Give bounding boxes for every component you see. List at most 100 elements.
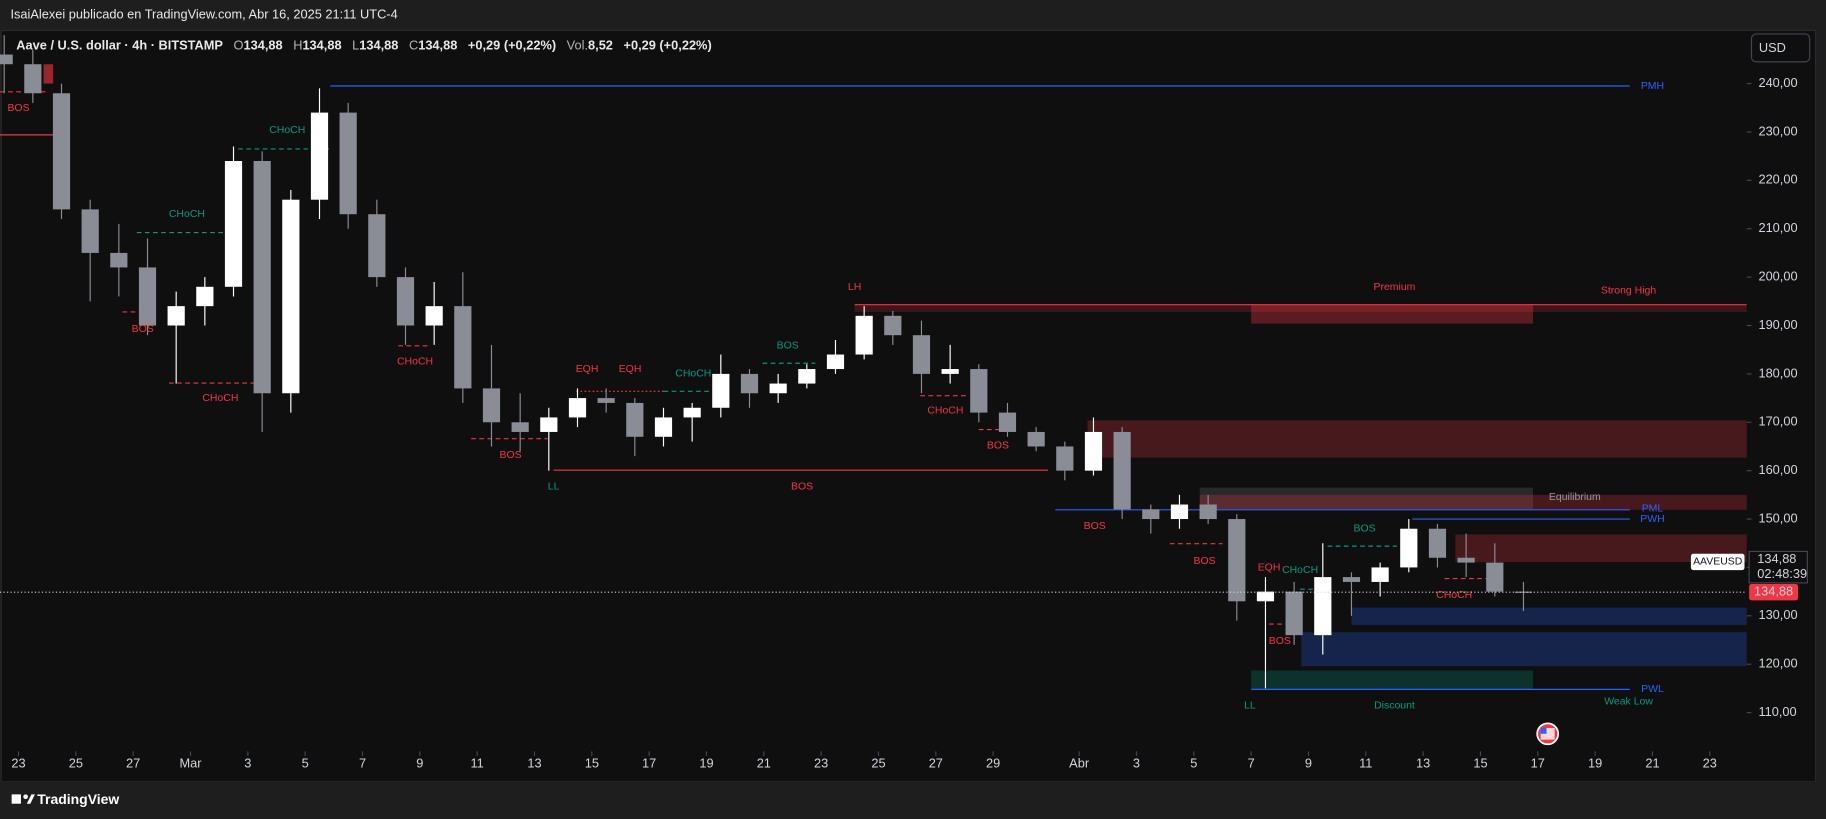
y-tick-label: 170,00 <box>1758 414 1797 429</box>
candle-body <box>740 373 759 394</box>
annotation-label: BOS <box>1193 556 1215 567</box>
annotation-label: CHoCH <box>927 405 963 416</box>
candle-body <box>52 93 71 210</box>
x-tick-label: 27 <box>929 755 943 770</box>
annotation-label: EQH <box>1258 563 1281 574</box>
annotation-label: Equilibrium <box>1549 492 1601 503</box>
candle-body <box>310 112 329 200</box>
last-price-label: 134,88 <box>1754 584 1793 599</box>
candle-body <box>167 306 185 326</box>
candle-body <box>540 417 558 432</box>
x-tick-label: 9 <box>1305 755 1312 770</box>
x-tick-label: 13 <box>1416 755 1430 770</box>
candle-body <box>626 402 644 437</box>
candle-body <box>1142 509 1160 520</box>
flag-icon <box>1536 722 1560 746</box>
candle-body <box>1170 504 1189 520</box>
x-tick-label: 27 <box>126 755 140 770</box>
legend-volume: 8,52 <box>588 38 613 53</box>
candle-body <box>654 417 673 437</box>
footer <box>0 781 1826 819</box>
symbol-box <box>1690 553 1745 571</box>
candle-body <box>0 54 13 65</box>
x-tick-label: 15 <box>1473 755 1487 770</box>
annotation-label: BOS <box>1269 636 1291 647</box>
annotation-label: CHoCH <box>269 125 305 136</box>
y-tick-label: 200,00 <box>1758 268 1797 283</box>
annotation-label: PWL <box>1641 684 1664 695</box>
annotation-label: EQH <box>619 364 642 375</box>
brand-name: TradingView <box>37 791 119 807</box>
legend-key: L <box>352 38 359 53</box>
annotation-label: LL <box>548 481 560 492</box>
x-tick-label: 21 <box>1645 755 1659 770</box>
candle-body <box>683 407 701 418</box>
legend-symbol: Aave / U.S. dollar · 4h · BITSTAMP <box>16 38 223 53</box>
candle-body <box>568 398 587 418</box>
currency-label[interactable]: USD <box>1759 40 1786 55</box>
zone <box>1199 487 1534 509</box>
annotation-label: CHoCH <box>1436 590 1472 601</box>
annotation-label: BOS <box>500 450 522 461</box>
annotation-label: BOS <box>132 324 154 335</box>
zone <box>1301 632 1747 667</box>
currency-button[interactable] <box>1750 33 1811 63</box>
x-tick-label: 25 <box>69 755 83 770</box>
last-price-box <box>1749 584 1799 601</box>
x-tick-label: 15 <box>585 755 599 770</box>
annotation-label: PML <box>1642 504 1664 515</box>
annotation-label: CHoCH <box>675 369 711 380</box>
countdown: 02:48:39 <box>1757 566 1807 581</box>
x-tick-label: Abr <box>1069 755 1090 770</box>
candle-body <box>1342 577 1361 582</box>
x-tick-label: 25 <box>871 755 885 770</box>
annotation-label: Premium <box>1374 282 1416 293</box>
candle-body <box>81 209 99 253</box>
candle-body <box>1228 519 1246 602</box>
x-tick-label: 5 <box>1190 755 1197 770</box>
x-tick-label: 29 <box>986 755 1000 770</box>
candle-body <box>712 373 730 408</box>
legend-volume-key: Vol. <box>567 38 588 53</box>
candle-body <box>826 354 845 370</box>
candle-body <box>1400 528 1418 568</box>
legend-volume-change: +0,29 (+0,22%) <box>623 38 711 53</box>
header-title: IsaiAlexei publicado en TradingView.com,… <box>10 7 397 22</box>
zone <box>1351 607 1747 626</box>
zone <box>854 304 1747 312</box>
x-tick-label: 17 <box>1531 755 1545 770</box>
brand-logo <box>11 794 35 804</box>
candle-body <box>1027 431 1045 447</box>
annotation-label: Strong High <box>1601 285 1656 296</box>
y-tick-label: 220,00 <box>1758 172 1797 187</box>
y-tick-label: 230,00 <box>1758 123 1797 138</box>
candle-body <box>884 315 902 336</box>
candle-body <box>253 160 271 394</box>
candle-body <box>482 388 501 423</box>
annotation-label: CHoCH <box>169 209 205 220</box>
chart-panel <box>0 29 1817 783</box>
x-tick-label: 11 <box>471 755 484 770</box>
x-tick-label: 17 <box>642 755 656 770</box>
legend-key: H <box>293 38 302 53</box>
annotation-label: BOS <box>987 441 1009 452</box>
candle-body <box>998 412 1017 432</box>
x-tick-label: 13 <box>527 755 541 770</box>
candle-body <box>454 306 472 389</box>
candle-body <box>196 286 214 307</box>
annotation-label: BOS <box>1354 523 1376 534</box>
annotation-label: EQH <box>576 364 599 375</box>
candle-body <box>1256 591 1275 602</box>
annotation-label: CHoCH <box>397 357 433 368</box>
plot-area: BOS CHoCH CHoCH BOS CHoCH CHoCH BOS BOS LL EQH EQH… <box>0 35 1747 712</box>
legend-value: 134,88 <box>244 38 283 53</box>
annotation-label: BOS <box>1084 521 1106 532</box>
candle-body <box>1486 562 1504 592</box>
legend-change: +0,29 (+0,22%) <box>468 38 556 53</box>
x-tick-label: Mar <box>179 755 202 770</box>
y-tick-label: 120,00 <box>1758 656 1797 671</box>
zone <box>43 64 54 84</box>
legend-value: 134,88 <box>302 38 341 53</box>
